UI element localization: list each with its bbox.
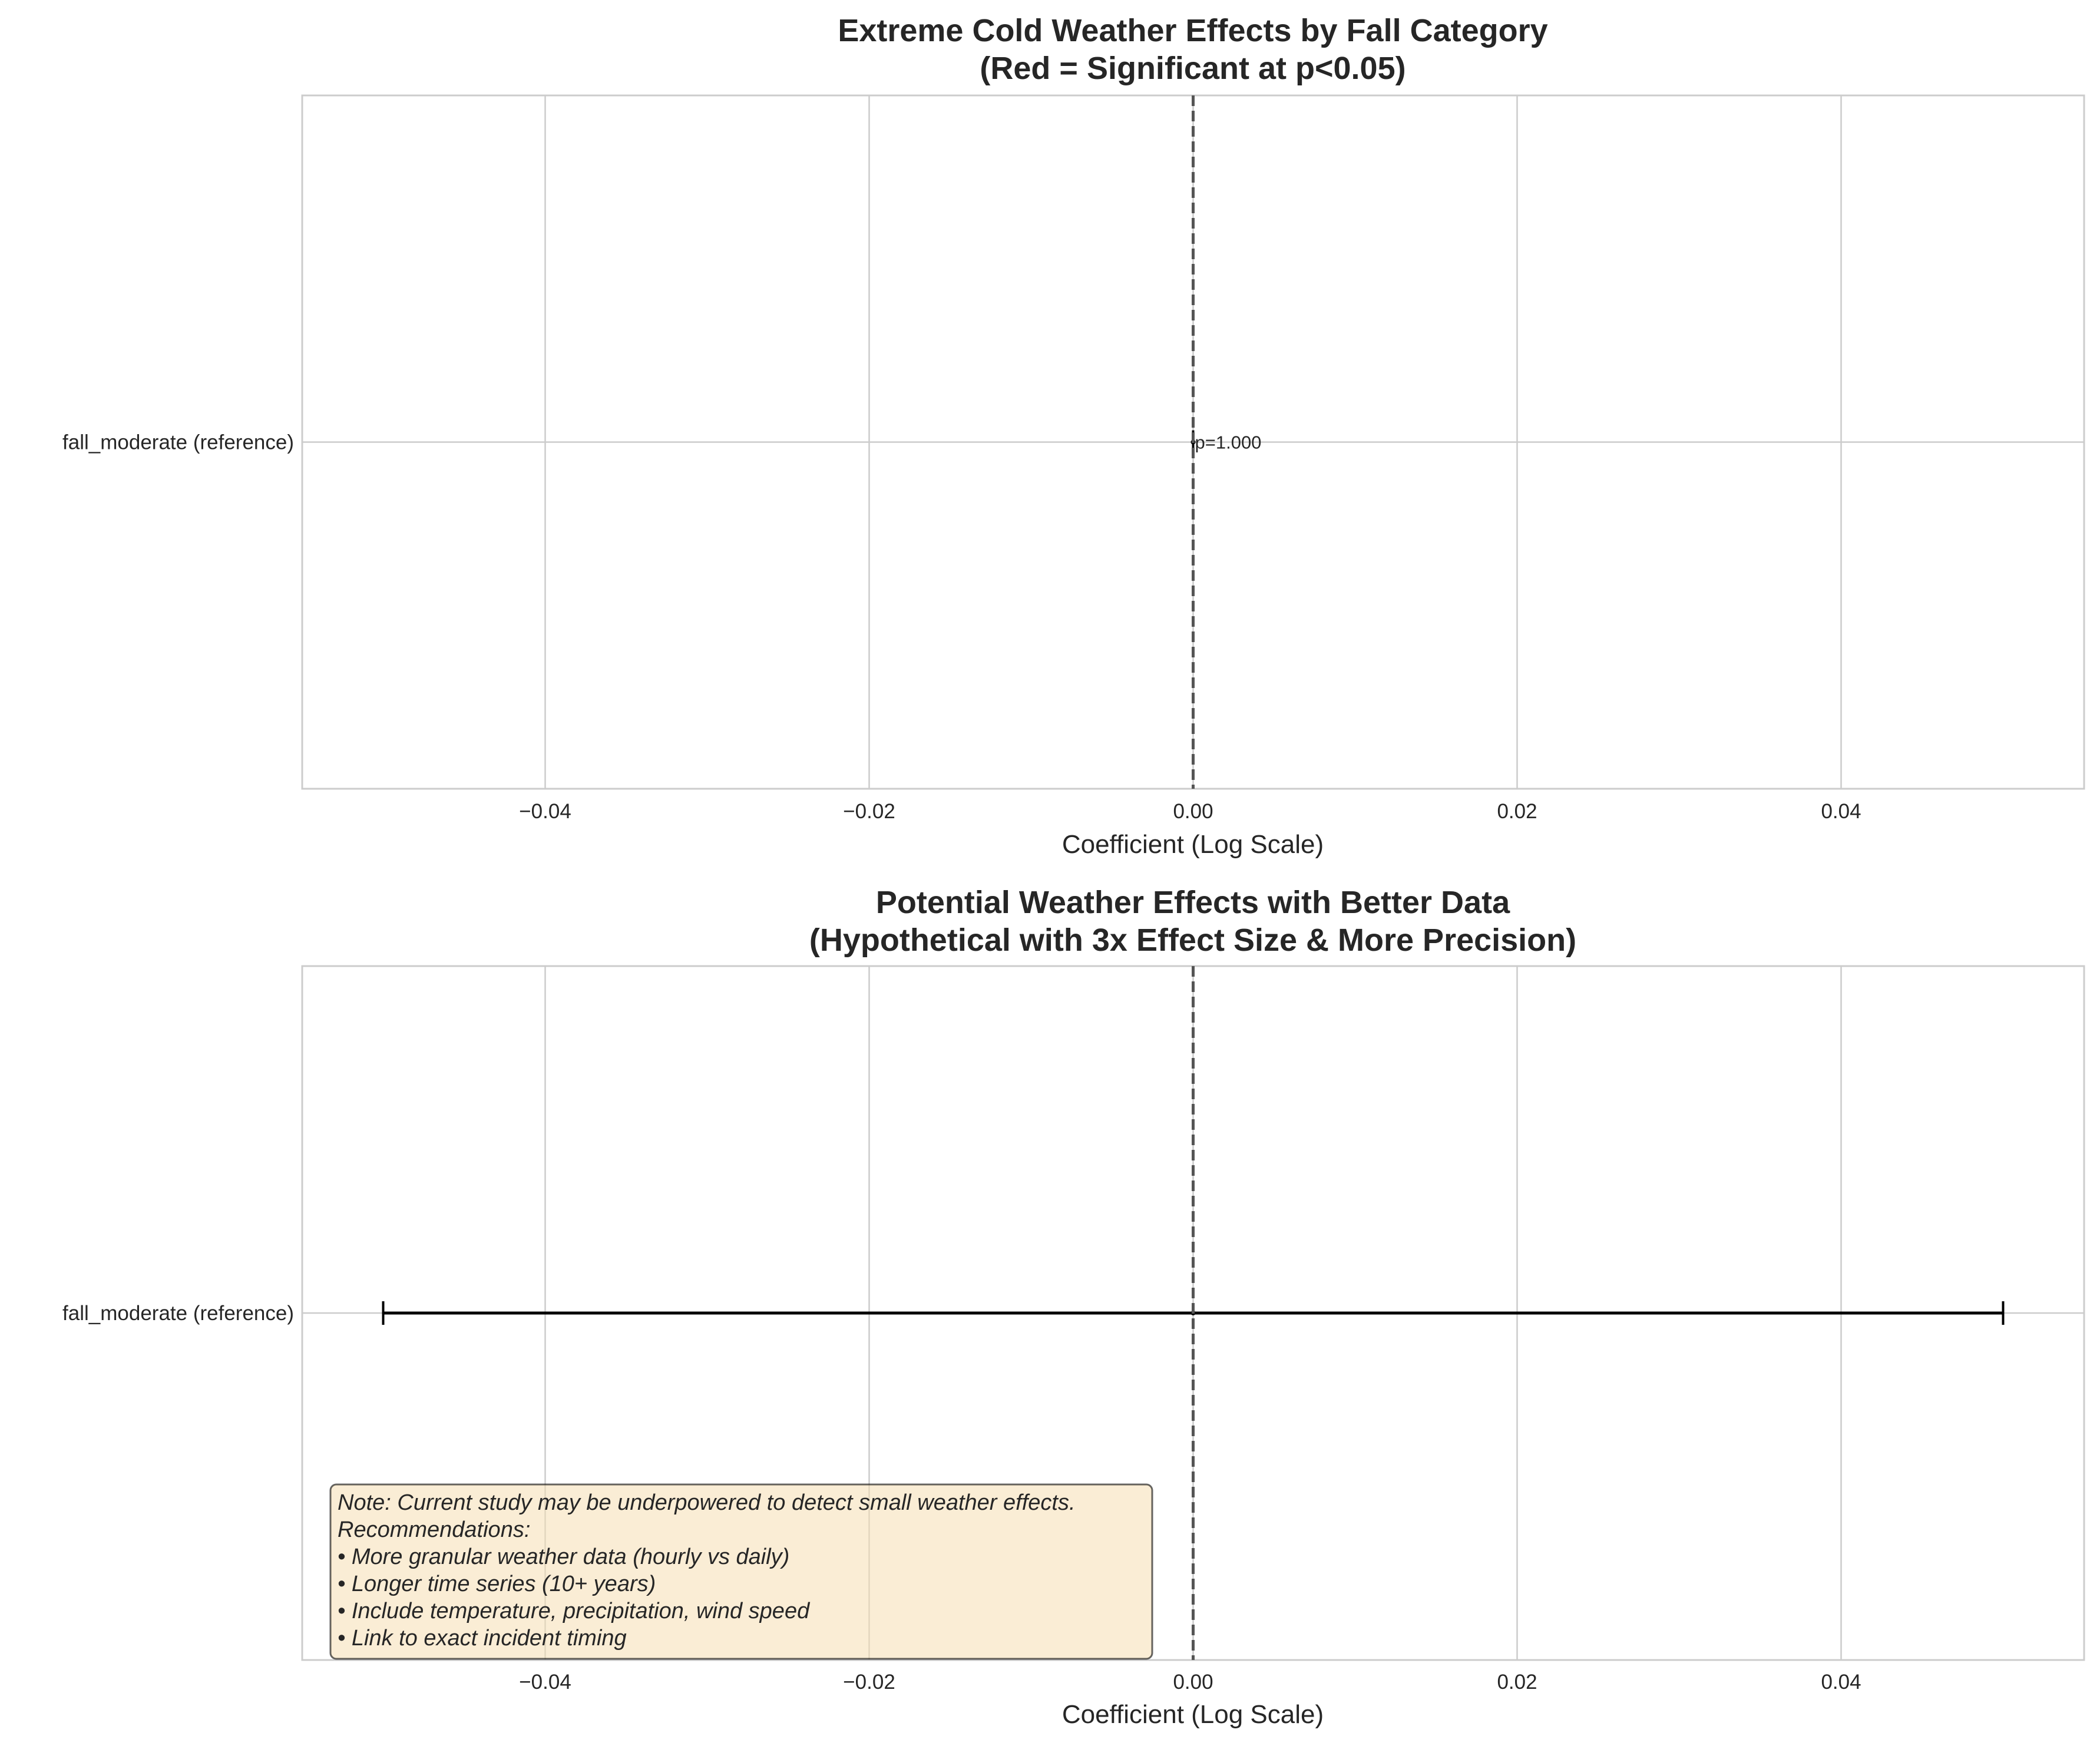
note-line-2: Recommendations:	[338, 1517, 530, 1542]
x-tick-label: 0.00	[1173, 1671, 1213, 1694]
note-line-3: • More granular weather data (hourly vs …	[338, 1545, 789, 1569]
x-tick-label: 0.02	[1497, 1671, 1537, 1694]
x-tick-label: −0.02	[843, 800, 895, 823]
note-line-6: • Link to exact incident timing	[338, 1626, 627, 1651]
x-tick-label: −0.02	[843, 1671, 895, 1694]
bottom-panel-x-tick-labels: −0.04 −0.02 0.00 0.02 0.04	[519, 1671, 1861, 1694]
note-box: Note: Current study may be underpowered …	[329, 1483, 1153, 1660]
top-panel-x-axis-label: Coefficient (Log Scale)	[1062, 830, 1324, 859]
y-category-label: fall_moderate (reference)	[62, 431, 294, 454]
x-tick-label: 0.04	[1821, 1671, 1861, 1694]
top-panel: Extreme Cold Weather Effects by Fall Cat…	[62, 13, 2085, 859]
p-value-annotation: p=1.000	[1195, 432, 1262, 453]
bottom-panel-marks	[382, 966, 2005, 1660]
top-panel-title-line2: (Red = Significant at p<0.05)	[980, 51, 1405, 86]
bottom-panel-title-line1: Potential Weather Effects with Better Da…	[876, 885, 1510, 920]
top-panel-y-category-labels: fall_moderate (reference)	[62, 431, 294, 454]
x-tick-label: 0.00	[1173, 800, 1213, 823]
y-category-label: fall_moderate (reference)	[62, 1302, 294, 1325]
top-panel-x-tick-labels: −0.04 −0.02 0.00 0.02 0.04	[519, 800, 1861, 823]
x-tick-label: 0.04	[1821, 800, 1861, 823]
note-line-1: Note: Current study may be underpowered …	[338, 1490, 1076, 1515]
top-panel-title-line1: Extreme Cold Weather Effects by Fall Cat…	[838, 13, 1547, 48]
note-line-4: • Longer time series (10+ years)	[338, 1572, 656, 1596]
bottom-panel: Potential Weather Effects with Better Da…	[62, 885, 2085, 1729]
x-tick-label: 0.02	[1497, 800, 1537, 823]
bottom-panel-title-line2: (Hypothetical with 3x Effect Size & More…	[809, 922, 1576, 958]
note-box-background	[329, 1483, 1153, 1660]
bottom-panel-x-axis-label: Coefficient (Log Scale)	[1062, 1700, 1324, 1729]
top-panel-marks: p=1.000	[1190, 95, 1262, 789]
x-tick-label: −0.04	[519, 800, 571, 823]
bottom-panel-y-category-labels: fall_moderate (reference)	[62, 1302, 294, 1325]
note-line-5: • Include temperature, precipitation, wi…	[338, 1599, 811, 1623]
x-tick-label: −0.04	[519, 1671, 571, 1694]
